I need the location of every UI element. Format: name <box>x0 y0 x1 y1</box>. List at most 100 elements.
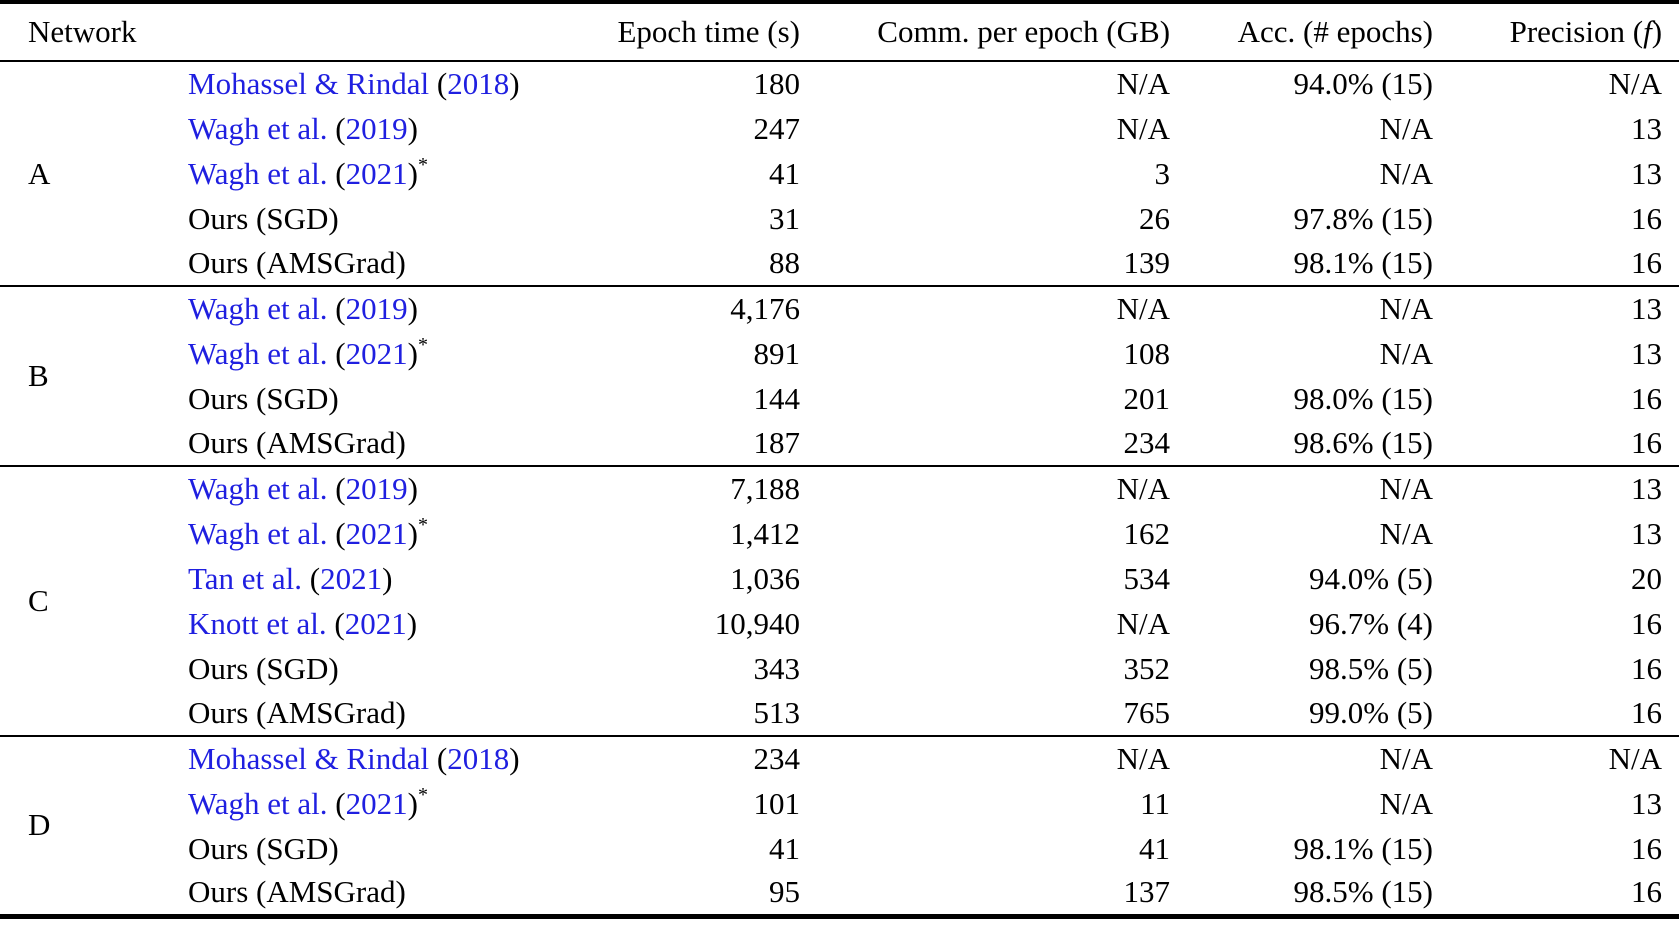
precision-cell: 16 <box>1631 650 1663 686</box>
comm-per-epoch-cell: 234 <box>1123 425 1171 460</box>
citation-open-paren: ( <box>327 291 346 326</box>
epoch-time-cell: 180 <box>753 66 801 101</box>
accuracy-cell: 98.1% (15) <box>1293 830 1434 866</box>
citation-author-link[interactable]: Wagh et al. <box>188 155 328 191</box>
accuracy-cell: 96.7% (4) <box>1309 605 1434 641</box>
citation-author-link[interactable]: Wagh et al. <box>188 785 328 821</box>
method-label: Ours (AMSGrad) <box>188 874 406 910</box>
citation-close-paren: ) <box>407 110 418 146</box>
citation-year-link[interactable]: 2021 <box>345 785 408 821</box>
table-row: Ours (SGD) 144 201 98.0% (15) 16 <box>0 376 1679 421</box>
epoch-time-cell: 4,176 <box>560 285 801 331</box>
citation-open-paren: ( <box>327 471 346 506</box>
table-row: Ours (SGD) 31 26 97.8% (15) 16 <box>0 196 1679 241</box>
citation-open-paren: ( <box>327 155 346 191</box>
method-cell: Wagh et al. (2021)* <box>155 781 560 826</box>
citation-author-link[interactable]: Tan et al. <box>188 560 303 596</box>
comm-per-epoch-cell: N/A <box>1116 110 1171 146</box>
comm-per-epoch-cell: N/A <box>800 285 1171 331</box>
citation-year-link[interactable]: 2021 <box>344 605 407 641</box>
comm-per-epoch-cell: N/A <box>800 465 1171 511</box>
method-cell: Wagh et al. (2021)* <box>155 151 560 196</box>
epoch-time-cell: 88 <box>769 245 801 280</box>
citation-author-link[interactable]: Wagh et al. <box>188 291 328 326</box>
accuracy-cell: N/A <box>1170 465 1434 511</box>
citation-author-link[interactable]: Wagh et al. <box>188 515 328 551</box>
citation-year-link[interactable]: 2018 <box>447 66 510 101</box>
precision-cell: 16 <box>1631 380 1663 416</box>
epoch-time-cell: 247 <box>753 110 801 146</box>
comm-per-epoch-cell: 108 <box>1123 335 1171 371</box>
table-row: A Mohassel & Rindal (2018) 180 N/A 94.0% (15… <box>0 61 1679 191</box>
precision-cell: 16 <box>1631 695 1663 730</box>
table-row: Ours (AMSGrad) 187 234 98.6% (15) 16 <box>0 421 1679 466</box>
precision-cell: 16 <box>1631 605 1663 641</box>
citation-year-link[interactable]: 2018 <box>447 741 510 776</box>
citation-year-link[interactable]: 2021 <box>345 515 408 551</box>
citation-year-link[interactable]: 2021 <box>345 335 408 371</box>
column-header-accuracy: Acc. (# epochs) <box>1170 2 1434 62</box>
precision-cell: 13 <box>1631 335 1663 371</box>
comm-per-epoch-cell: 352 <box>1123 650 1171 686</box>
citation-author-link[interactable]: Mohassel & Rindal <box>188 66 430 101</box>
citation-open-paren: ( <box>302 560 321 596</box>
citation-author-link[interactable]: Wagh et al. <box>188 335 328 371</box>
comm-per-epoch-cell: N/A <box>1116 66 1171 101</box>
method-cell: Mohassel & Rindal (2018) <box>155 61 560 106</box>
method-cell: Wagh et al. (2021)* <box>155 331 560 376</box>
accuracy-cell: 97.8% (15) <box>1293 200 1434 236</box>
comm-per-epoch-cell: N/A <box>1116 605 1171 641</box>
accuracy-cell: 98.0% (15) <box>1293 380 1434 416</box>
table-row: Wagh et al. (2021)* 101 11 N/A 13 <box>0 781 1679 826</box>
precision-header-text: Precision ( <box>1509 14 1644 49</box>
footnote-star: * <box>417 153 428 176</box>
epoch-time-cell: 1,412 <box>730 515 801 551</box>
precision-cell: 13 <box>1433 465 1679 511</box>
footnote-star: * <box>417 783 428 806</box>
method-label: Ours (AMSGrad) <box>188 695 406 730</box>
table-row: Ours (SGD) 41 41 98.1% (15) 16 <box>0 826 1679 871</box>
citation-close-paren: ) <box>407 785 418 821</box>
accuracy-cell: 94.0% (15) <box>1293 66 1434 101</box>
method-label: Ours (AMSGrad) <box>188 425 406 460</box>
citation-year-link[interactable]: 2019 <box>345 110 408 146</box>
citation-author-link[interactable]: Wagh et al. <box>188 110 328 146</box>
citation-year-link[interactable]: 2019 <box>345 471 408 506</box>
comm-per-epoch-cell: 534 <box>1123 560 1171 596</box>
citation-author-link[interactable]: Knott et al. <box>188 605 327 641</box>
column-header-epoch-time: Epoch time (s) <box>560 2 801 62</box>
table-header-row: Network Epoch time (s) Comm. per epoch (… <box>0 2 1679 62</box>
epoch-time-cell: 7,188 <box>560 465 801 511</box>
citation-author-link[interactable]: Mohassel & Rindal <box>188 741 430 776</box>
epoch-time-cell: 31 <box>769 200 801 236</box>
citation-author-link[interactable]: Wagh et al. <box>188 471 328 506</box>
citation-close-paren: ) <box>509 741 520 776</box>
method-cell: Mohassel & Rindal (2018) <box>155 735 561 781</box>
method-cell: Tan et al. (2021) <box>155 556 560 601</box>
method-cell: Wagh et al. (2019) <box>155 285 561 331</box>
table-row: Wagh et al. (2021)* 1,412 162 N/A 13 <box>0 511 1679 556</box>
epoch-time-cell: 234 <box>560 735 801 781</box>
column-header-comm-per-epoch: Comm. per epoch (GB) <box>800 2 1171 62</box>
precision-cell: 13 <box>1631 785 1663 821</box>
network-label: A <box>28 155 51 191</box>
method-cell: Ours (AMSGrad) <box>155 421 560 466</box>
citation-year-link[interactable]: 2019 <box>345 291 408 326</box>
citation-open-paren: ( <box>326 605 345 641</box>
comm-per-epoch-cell: 139 <box>1123 245 1171 280</box>
column-header-precision: Precision (f) <box>1433 2 1679 62</box>
method-cell: Wagh et al. (2019) <box>155 106 560 151</box>
comm-per-epoch-cell: 3 <box>1154 155 1171 191</box>
method-label: Ours (SGD) <box>188 650 339 686</box>
epoch-time-cell: 513 <box>753 695 801 730</box>
precision-cell: 16 <box>1631 245 1663 280</box>
network-label: C <box>0 465 155 736</box>
citation-year-link[interactable]: 2021 <box>320 560 383 596</box>
precision-cell: 20 <box>1631 560 1663 596</box>
citation-year-link[interactable]: 2021 <box>345 155 408 191</box>
citation-open-paren: ( <box>327 335 346 371</box>
method-cell: Ours (SGD) <box>155 196 560 241</box>
citation-close-paren: ) <box>407 291 418 326</box>
citation-close-paren: ) <box>407 335 418 371</box>
